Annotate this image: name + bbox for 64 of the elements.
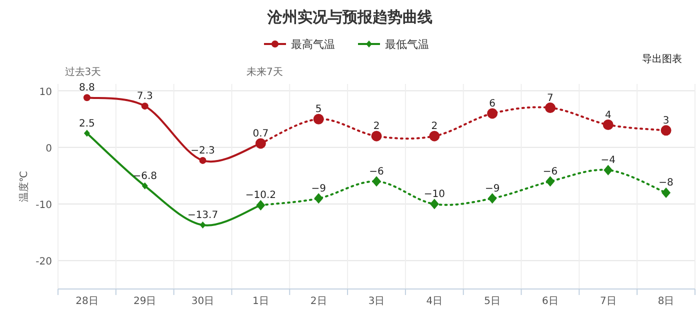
point [604,164,613,176]
y-tick-label: -10 [36,200,52,212]
point [660,125,672,136]
data-label: −6 [369,166,384,178]
point [602,120,614,130]
text: 未来7天 [246,66,283,78]
point [487,108,498,119]
data-label: 5 [315,104,322,116]
point [430,198,439,210]
text: 导出图表 [642,53,682,65]
data-label: −8 [658,178,674,189]
data-label: −13.7 [187,210,218,222]
x-tick-label: 7日 [600,296,616,307]
legend-label: 最高气温 [291,38,335,51]
data-label: −4 [600,155,616,166]
point [199,156,206,164]
data-label: −10 [424,189,445,200]
x-tick-label: 29日 [133,296,156,307]
data-label: 6 [489,98,496,110]
data-label: 8.8 [79,82,95,94]
data-label: −6 [542,166,558,178]
chart-title: 沧州实况与预报趋势曲线 [266,8,432,26]
point [429,130,440,142]
point [141,102,148,110]
x-tick-label: 4日 [426,296,443,307]
y-tick-label: 0 [46,143,52,154]
x-tick-label: 6日 [542,296,558,307]
data-label: 7 [547,92,554,104]
point [372,176,381,187]
data-label: 0.7 [252,128,269,140]
point [200,222,206,229]
y-axis-title: 温度℃ [18,170,30,202]
data-label: −9 [484,183,500,194]
x-tick-label: 30日 [191,296,214,307]
y-tick-label: 10 [39,86,52,98]
data-label: 2 [431,121,438,132]
point [662,187,671,198]
data-label: −10.2 [245,190,276,202]
x-tick-label: 5日 [484,296,501,307]
x-tick-label: 28日 [76,296,98,307]
data-label: 2.5 [79,118,95,130]
point [313,114,324,124]
point [83,94,90,102]
data-label: −2.3 [190,145,215,156]
point [314,193,324,204]
point [371,130,382,142]
x-tick-label: 3日 [368,296,385,307]
data-label: 3 [662,115,670,126]
data-label: 7.3 [136,91,153,102]
data-label: −9 [311,183,326,194]
point [546,176,555,187]
x-tick-label: 1日 [252,296,269,307]
point [142,182,148,190]
data-label: 4 [604,110,612,121]
y-tick-label: -20 [36,256,52,268]
legend-label: 最低气温 [385,38,429,51]
x-tick-label: 8日 [658,296,674,307]
point [544,102,556,114]
x-tick-label: 2日 [310,296,327,307]
text: 过去3天 [64,66,102,78]
point [84,130,90,137]
point [488,193,497,204]
data-label: −6.8 [132,170,158,182]
data-label: 2 [373,121,380,132]
